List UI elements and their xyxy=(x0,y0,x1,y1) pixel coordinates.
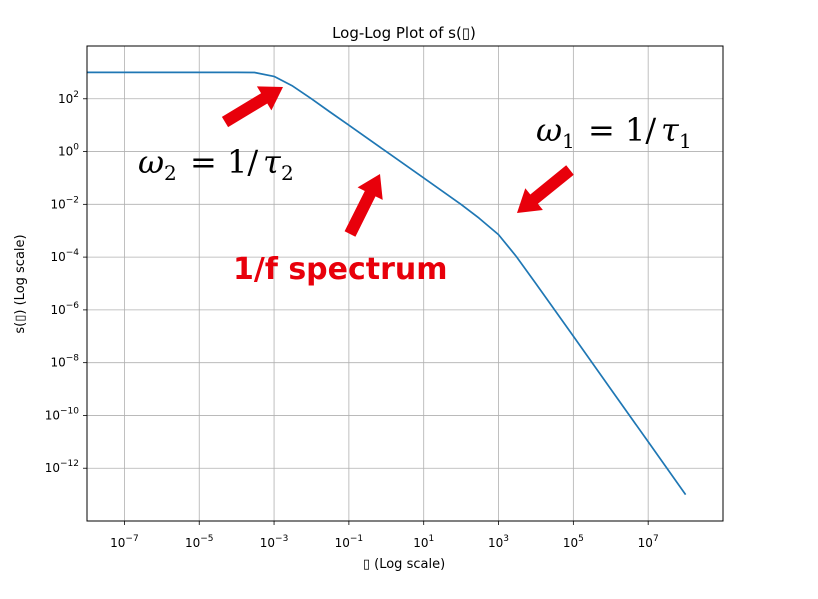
y-tick-label: 10−4 xyxy=(50,248,79,264)
x-tick-label: 10−5 xyxy=(185,534,214,550)
omega1-equals: = 1/ xyxy=(588,111,656,149)
arrow-omega1 xyxy=(517,165,574,213)
y-axis-ticks: 102 100 10−2 10−4 10−6 10−8 10−10 10−12 xyxy=(45,90,87,475)
omega1-subscript: 1 xyxy=(562,129,575,153)
omega1-tau: τ xyxy=(661,111,680,149)
x-tick-label: 103 xyxy=(488,534,509,550)
y-tick-label: 10−10 xyxy=(45,406,80,422)
x-tick-label: 10−3 xyxy=(260,534,289,550)
spectrum-label: 1/f spectrum xyxy=(233,252,448,287)
x-tick-label: 101 xyxy=(413,534,434,550)
omega1-symbol: ω xyxy=(536,111,562,149)
y-tick-label: 10−8 xyxy=(50,354,79,370)
omega2-subscript: 2 xyxy=(164,161,177,185)
omega2-equals: = 1/ xyxy=(190,143,258,181)
y-axis-label: s(▯) (Log scale) xyxy=(13,234,28,333)
y-tick-label: 10−6 xyxy=(50,301,79,317)
arrows-layer xyxy=(221,86,574,237)
y-tick-label: 10−12 xyxy=(45,459,79,475)
annotation-omega2: ω 2 = 1/ τ 2 xyxy=(138,143,294,185)
x-tick-label: 10−1 xyxy=(335,534,364,550)
x-tick-label: 105 xyxy=(563,534,584,550)
y-tick-label: 102 xyxy=(58,90,79,106)
series-line xyxy=(87,71,687,496)
series-layer xyxy=(87,71,687,496)
x-axis-ticks: 10−7 10−5 10−3 10−1 101 103 105 107 xyxy=(110,521,659,550)
plot-frame xyxy=(86,45,724,522)
x-axis-label: ▯ (Log scale) xyxy=(363,557,445,572)
y-tick-label: 100 xyxy=(58,143,79,159)
chart-title: Log-Log Plot of s(▯) xyxy=(332,24,476,42)
omega1-tau-subscript: 1 xyxy=(679,129,692,153)
annotation-omega1: ω 1 = 1/ τ 1 xyxy=(536,111,692,153)
omega2-tau-subscript: 2 xyxy=(281,161,294,185)
grid-lines xyxy=(87,46,723,521)
arrow-spectrum xyxy=(344,174,383,237)
y-tick-label: 10−2 xyxy=(50,195,79,211)
x-tick-label: 107 xyxy=(638,534,659,550)
x-tick-label: 10−7 xyxy=(110,534,139,550)
omega2-symbol: ω xyxy=(138,143,164,181)
omega2-tau: τ xyxy=(263,143,282,181)
arrow-omega2 xyxy=(221,86,283,128)
